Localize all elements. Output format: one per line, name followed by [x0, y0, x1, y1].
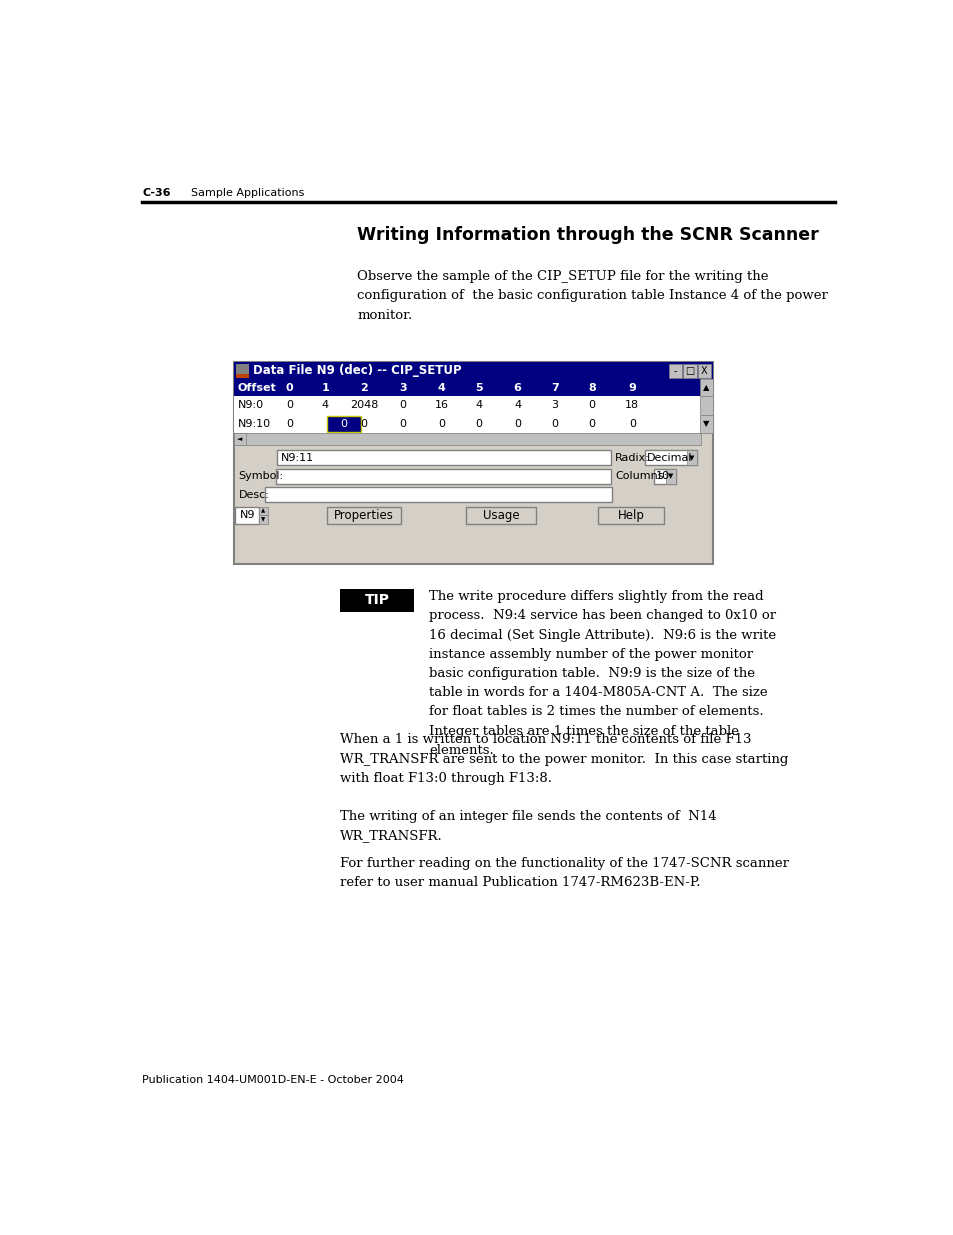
- Bar: [700, 379, 712, 396]
- Text: When a 1 is written to location N9:11 the contents of file F13
WR_TRANSFR are se: When a 1 is written to location N9:11 th…: [340, 734, 788, 784]
- Bar: [654, 468, 675, 484]
- Text: For further reading on the functionality of the 1747-SCNR scanner
refer to user : For further reading on the functionality…: [340, 857, 788, 889]
- Text: ▼: ▼: [689, 454, 694, 461]
- Text: Offset: Offset: [237, 383, 276, 393]
- Text: 0: 0: [399, 419, 406, 429]
- Text: 7: 7: [550, 383, 558, 393]
- Text: 0: 0: [437, 419, 445, 429]
- Text: ◄: ◄: [237, 436, 243, 442]
- Text: Publication 1404-UM001D-EN-E - October 2004: Publication 1404-UM001D-EN-E - October 2…: [142, 1074, 404, 1084]
- Text: N9:11: N9:11: [280, 453, 314, 463]
- Text: 0: 0: [588, 419, 595, 429]
- Text: 4: 4: [321, 400, 329, 410]
- Text: N9:10: N9:10: [237, 419, 271, 429]
- Text: 9: 9: [628, 383, 636, 393]
- Text: Sample Applications: Sample Applications: [191, 188, 304, 198]
- Text: 4: 4: [475, 400, 482, 410]
- Bar: [668, 364, 681, 378]
- Text: 0: 0: [360, 419, 367, 429]
- Text: Data File N9 (dec) -- CIP_SETUP: Data File N9 (dec) -- CIP_SETUP: [253, 364, 460, 377]
- Bar: [644, 450, 697, 466]
- Bar: [258, 515, 268, 524]
- Bar: [233, 433, 246, 446]
- Bar: [233, 362, 712, 564]
- Text: -: -: [673, 366, 676, 375]
- Text: 0: 0: [286, 383, 294, 393]
- Text: 10: 10: [656, 472, 670, 482]
- Text: X: X: [700, 366, 707, 375]
- Bar: [277, 450, 610, 466]
- Text: 16: 16: [435, 400, 448, 410]
- Bar: [340, 589, 414, 611]
- Bar: [686, 450, 697, 466]
- Text: 5: 5: [475, 383, 482, 393]
- Text: ▼: ▼: [668, 473, 673, 479]
- Bar: [236, 364, 249, 378]
- Bar: [598, 508, 663, 524]
- Text: 4: 4: [437, 383, 445, 393]
- Text: 4: 4: [514, 400, 520, 410]
- Bar: [233, 379, 700, 396]
- Text: 0: 0: [628, 419, 635, 429]
- Text: 3: 3: [551, 400, 558, 410]
- Text: Symbol:: Symbol:: [238, 472, 283, 482]
- Text: 0: 0: [588, 400, 595, 410]
- Text: Properties: Properties: [334, 509, 394, 522]
- Text: ▼: ▼: [702, 420, 709, 429]
- Text: 1: 1: [321, 383, 329, 393]
- Text: 18: 18: [624, 400, 639, 410]
- Text: N9:0: N9:0: [237, 400, 264, 410]
- Text: Columns:: Columns:: [615, 472, 667, 482]
- Text: 0: 0: [340, 419, 347, 429]
- Text: ▲: ▲: [702, 383, 709, 393]
- Text: Writing Information through the SCNR Scanner: Writing Information through the SCNR Sca…: [356, 226, 818, 245]
- Text: 8: 8: [587, 383, 596, 393]
- Bar: [275, 468, 610, 484]
- Bar: [698, 364, 711, 378]
- Bar: [236, 374, 249, 378]
- Bar: [233, 362, 712, 379]
- Bar: [327, 416, 360, 431]
- Text: 2: 2: [360, 383, 368, 393]
- Text: Desc:: Desc:: [238, 490, 269, 500]
- Text: The writing of an integer file sends the contents of  N14
WR_TRANSFR.: The writing of an integer file sends the…: [340, 810, 716, 842]
- Bar: [682, 364, 696, 378]
- Bar: [466, 508, 536, 524]
- Text: 0: 0: [399, 400, 406, 410]
- Text: 0: 0: [475, 419, 482, 429]
- Text: TIP: TIP: [364, 593, 389, 608]
- Text: Observe the sample of the CIP_SETUP file for the writing the
configuration of  t: Observe the sample of the CIP_SETUP file…: [356, 270, 827, 322]
- Text: Decimal: Decimal: [646, 453, 692, 463]
- Text: 0: 0: [286, 400, 293, 410]
- Bar: [258, 508, 268, 515]
- Text: Help: Help: [617, 509, 644, 522]
- Text: C-36: C-36: [142, 188, 171, 198]
- Bar: [233, 415, 700, 433]
- Text: 0: 0: [551, 419, 558, 429]
- Bar: [700, 415, 712, 433]
- Text: 6: 6: [513, 383, 521, 393]
- Bar: [666, 468, 675, 484]
- Text: □: □: [684, 366, 694, 375]
- Bar: [233, 396, 700, 415]
- Text: 3: 3: [398, 383, 406, 393]
- Text: ▲: ▲: [261, 509, 265, 514]
- Bar: [233, 433, 700, 446]
- Text: 0: 0: [286, 419, 293, 429]
- Text: 2048: 2048: [350, 400, 378, 410]
- Text: 0: 0: [514, 419, 520, 429]
- Bar: [235, 508, 258, 524]
- Text: The write procedure differs slightly from the read
process.  N9:4 service has be: The write procedure differs slightly fro…: [429, 590, 776, 757]
- Text: ▼: ▼: [261, 517, 265, 522]
- Text: Radix:: Radix:: [615, 453, 649, 463]
- Text: N9: N9: [240, 510, 255, 520]
- Text: Usage: Usage: [482, 509, 519, 522]
- Bar: [265, 487, 612, 503]
- Bar: [700, 396, 712, 415]
- Bar: [327, 508, 400, 524]
